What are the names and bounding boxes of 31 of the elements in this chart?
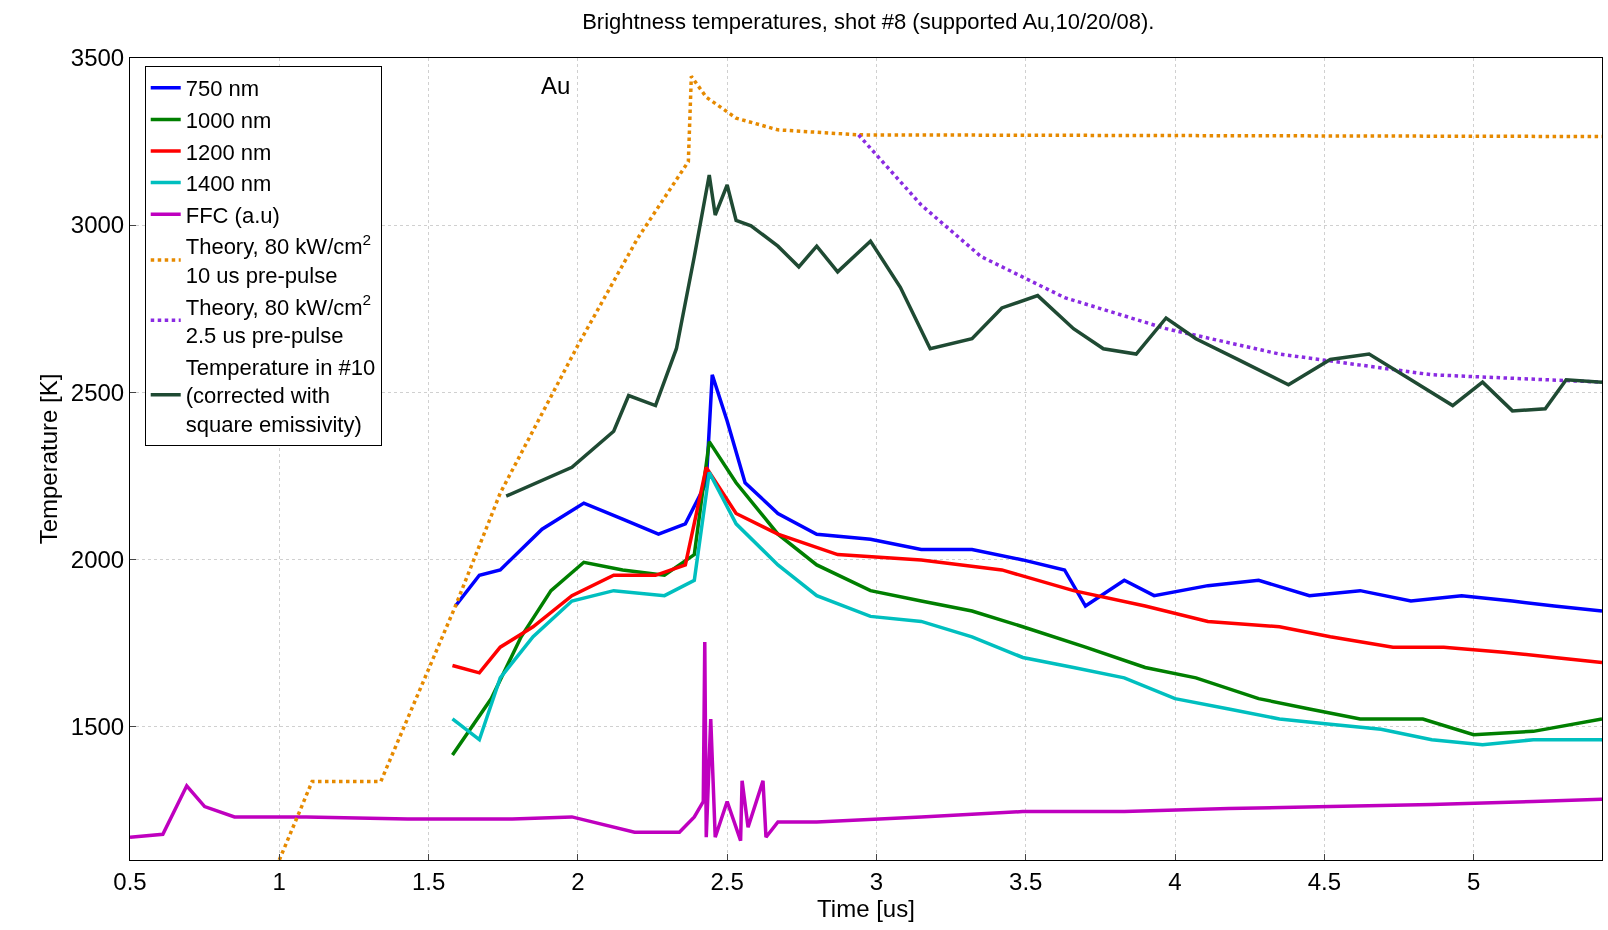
legend-label: 1200 nm: [185, 139, 272, 165]
x-tick-label: 5: [1466, 867, 1481, 895]
line-series: [130, 640, 1602, 843]
x-tick-label: 4.5: [1307, 867, 1342, 895]
annotation: Au: [541, 72, 571, 99]
legend-label: 750 nm: [185, 76, 260, 102]
line-series: [453, 373, 1602, 613]
chart-title: Brightness temperatures, shot #8 (supported Au,10/20/08).: [582, 9, 1155, 35]
text: Theory, 80 kW/cm$^{2}$ 2.5 us pre-pulse: [185, 291, 372, 349]
y-tick-label: 1500: [70, 712, 125, 740]
legend-label: Temperature in #10 (corrected with square emissivity): [185, 354, 376, 437]
x-tick-label: 2.5: [710, 867, 744, 895]
legend-label: 1400 nm: [185, 171, 272, 197]
y-tick-label: 3000: [70, 211, 125, 239]
x-tick-label: 3.5: [1009, 867, 1043, 895]
x-axis-title: Time [us]: [817, 894, 915, 922]
x-tick-label: 0.5: [113, 867, 147, 895]
y-tick-label: 3500: [70, 44, 125, 72]
x-tick-label: 1.5: [411, 867, 446, 895]
x-tick-label: 1: [272, 867, 286, 895]
y-axis-title: Temperature [K]: [34, 373, 62, 545]
legend-label: FFC (a.u): [185, 202, 280, 228]
text: Theory, 80 kW/cm$^{2}$ 10 us pre-pulse: [185, 231, 372, 288]
x-tick-label: 2: [571, 867, 585, 895]
line-series: [450, 465, 1602, 675]
y-tick-label: 2000: [70, 545, 125, 573]
line-series: [504, 173, 1602, 498]
y-tick-label: 2500: [70, 378, 125, 406]
legend-label: 1000 nm: [185, 108, 272, 133]
x-tick-label: 3: [869, 867, 884, 895]
x-tick-label: 4: [1168, 867, 1182, 895]
